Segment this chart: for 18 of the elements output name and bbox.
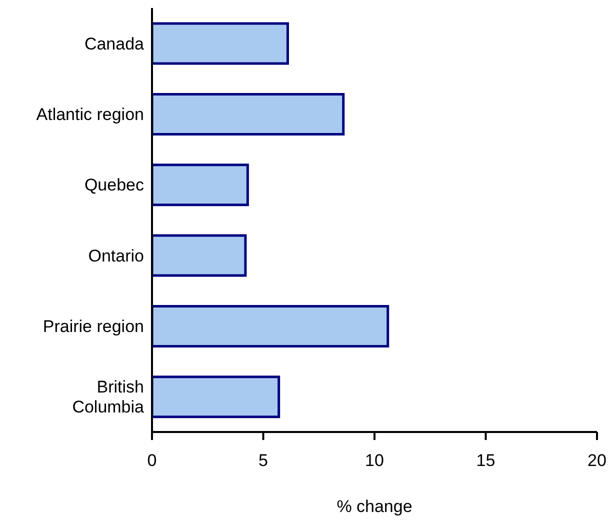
bar <box>152 164 249 206</box>
x-tick-label: 20 <box>588 451 606 470</box>
x-tick-label: 5 <box>258 451 268 470</box>
bar <box>152 376 280 418</box>
x-tick-label: 10 <box>365 451 384 470</box>
bar <box>152 304 390 348</box>
bar <box>152 234 247 277</box>
x-tick-label: 0 <box>147 451 157 470</box>
y-tick-label: Atlantic region <box>36 104 144 124</box>
y-tick-label: British Columbia <box>72 377 145 416</box>
y-tick-label: Canada <box>84 34 145 53</box>
x-tick-label: 15 <box>476 451 496 470</box>
x-axis-title: % change <box>336 497 412 516</box>
bar <box>152 22 289 65</box>
y-tick-label: Ontario <box>88 246 144 265</box>
y-tick-label: Prairie region <box>42 316 144 336</box>
y-tick-label: Quebec <box>84 175 144 194</box>
bar <box>152 92 345 136</box>
